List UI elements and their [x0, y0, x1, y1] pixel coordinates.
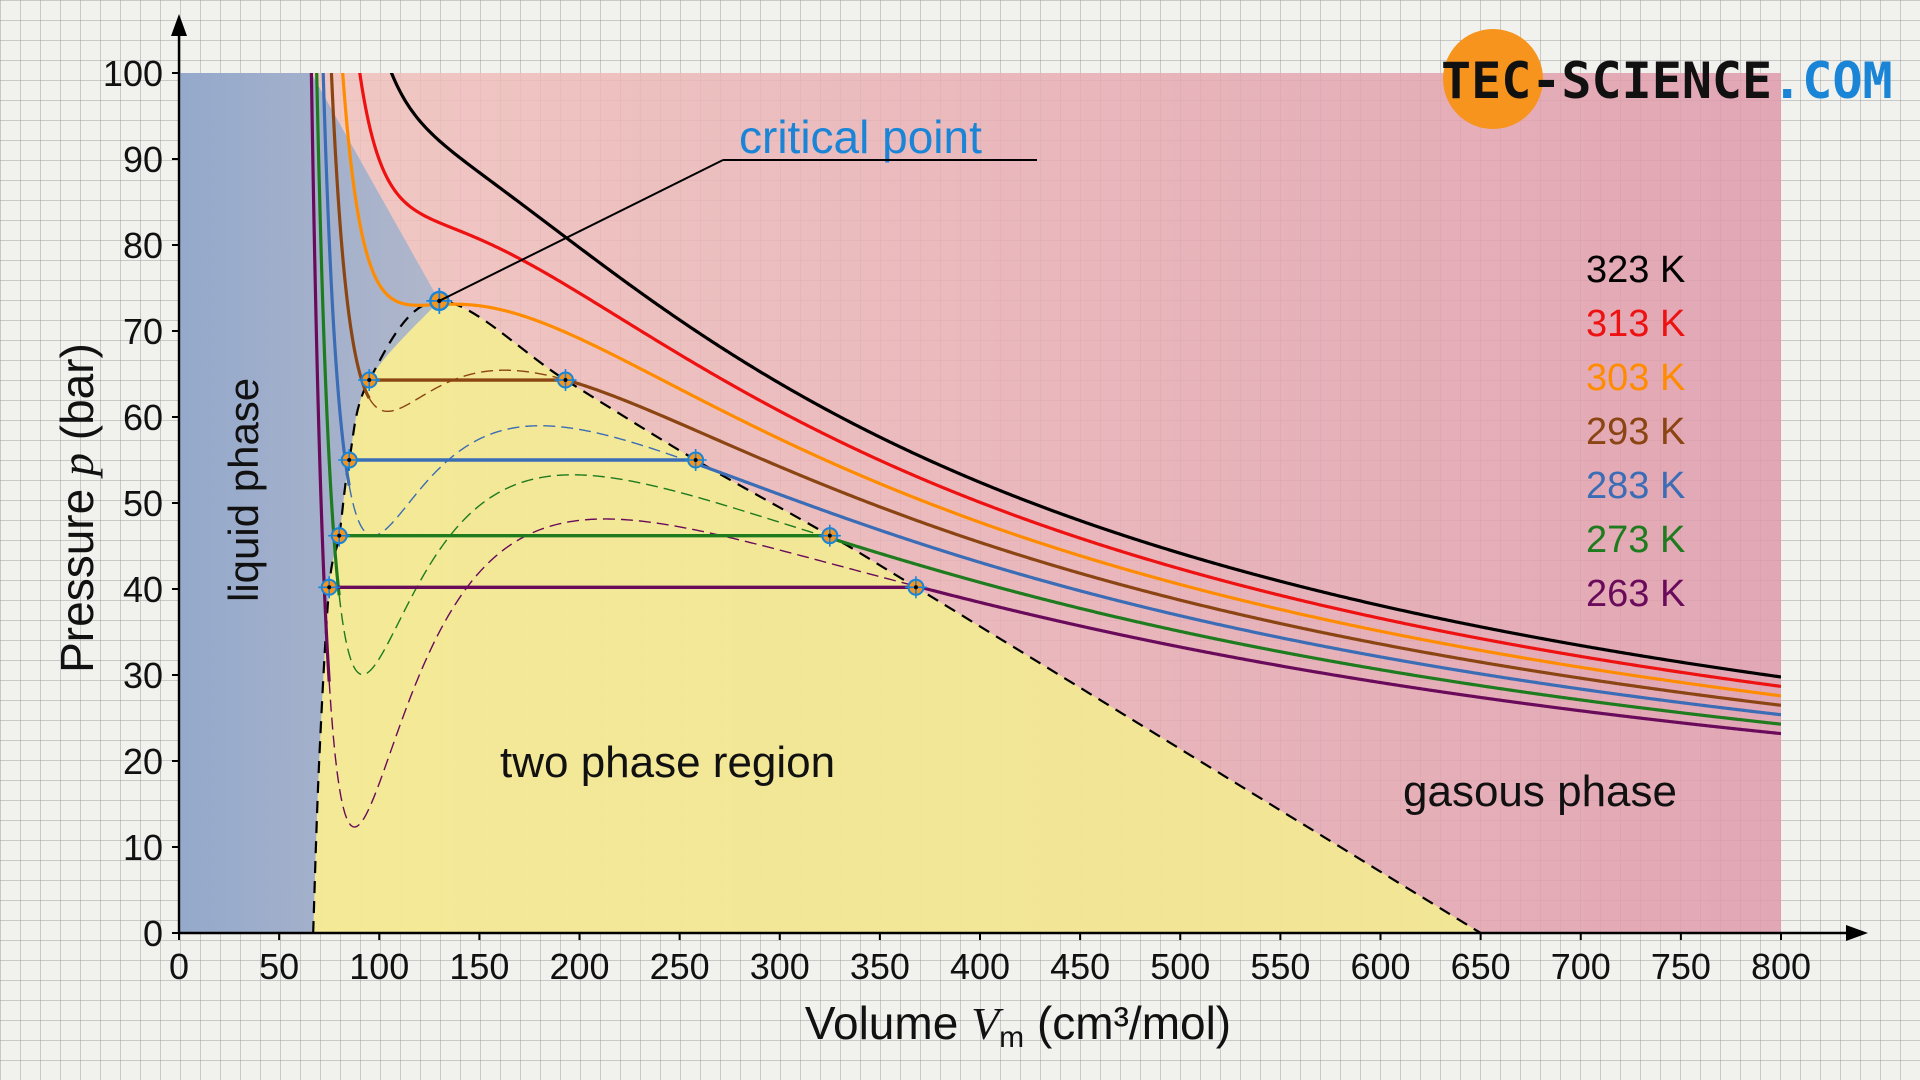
y-tick-label: 30: [123, 655, 163, 696]
isotherm-263-liquid: [309, 73, 331, 682]
y-tick-label: 70: [123, 311, 163, 352]
x-tick-label: 150: [449, 946, 509, 987]
x-tick-label: 800: [1751, 946, 1811, 987]
critical-point-label: critical point: [739, 111, 982, 163]
y-tick-label: 80: [123, 225, 163, 266]
saturation-point-273-vapor: [818, 524, 841, 547]
legend-item-323: 323 K: [1586, 249, 1685, 291]
y-tick-label: 40: [123, 569, 163, 610]
saturation-point-263-vapor: [904, 576, 927, 599]
isotherm-293-gas: [565, 378, 1781, 707]
x-axis-subscript: m: [999, 1021, 1024, 1054]
saturation-point-293-vapor: [554, 369, 577, 392]
saturation-point-263-liquid: [318, 576, 341, 599]
isotherm-273-liquid: [315, 73, 341, 596]
y-axis-label: Pressure p (bar): [51, 343, 103, 673]
isotherm-263-vdw-loop: [328, 518, 917, 828]
x-tick-label: 400: [950, 946, 1010, 987]
y-axis-arrow: [171, 14, 187, 36]
logo-text-part2: SCIENCE: [1561, 52, 1772, 110]
x-tick-label: 550: [1250, 946, 1310, 987]
x-tick-label: 750: [1651, 946, 1711, 987]
isotherm-303: [341, 73, 1781, 698]
x-tick-label: 100: [349, 946, 409, 987]
legend-item-263: 263 K: [1586, 573, 1685, 615]
legend-item-303: 303 K: [1586, 357, 1685, 399]
saturation-point-283-vapor: [684, 449, 707, 471]
logo: TEC-SCIENCE.COM: [1441, 29, 1893, 129]
legend-item-313: 313 K: [1586, 303, 1685, 345]
y-axis-unit: (bar): [51, 343, 103, 453]
x-tick-label: 500: [1150, 946, 1210, 987]
x-axis-unit: (cm³/mol): [1024, 997, 1231, 1049]
liquid-phase-label: liquid phase: [220, 378, 267, 602]
x-tick-label: 0: [169, 946, 189, 987]
x-tick-label: 700: [1551, 946, 1611, 987]
saturation-point-273-liquid: [328, 524, 351, 547]
y-tick-label: 60: [123, 397, 163, 438]
logo-text-part1: TEC-: [1441, 52, 1561, 110]
x-tick-label: 300: [750, 946, 810, 987]
y-tick-label: 20: [123, 741, 163, 782]
legend: 323 K 313 K 303 K 293 K 283 K 273 K 263 K: [1586, 249, 1685, 615]
y-tick-label: 10: [123, 827, 163, 868]
isotherm-263-gas: [915, 584, 1781, 736]
x-axis-symbol: V: [971, 998, 1004, 1049]
liquid-region: [179, 73, 440, 933]
axes: 0 50 100 150 200 250 300 350 400 450 500 550 600 650 7…: [103, 14, 1868, 987]
y-tick-label: 50: [123, 483, 163, 524]
isotherm-283-gas: [695, 462, 1781, 717]
x-tick-label: 650: [1451, 946, 1511, 987]
x-tick-label: 50: [259, 946, 299, 987]
saturation-point-283-liquid: [338, 449, 361, 471]
x-tick-label: 600: [1350, 946, 1410, 987]
x-axis-arrow: [1846, 925, 1868, 941]
y-tick-label: 90: [123, 139, 163, 180]
legend-item-293: 293 K: [1586, 411, 1685, 453]
y-axis-symbol: p: [52, 453, 103, 479]
isotherm-273-vdw-loop: [338, 474, 831, 676]
critical-point-leader: [438, 159, 724, 302]
saturation-point-293-liquid: [358, 369, 381, 392]
logo-text: TEC-SCIENCE.COM: [1441, 52, 1893, 110]
isotherm-283-vdw-loop: [348, 425, 696, 537]
x-tick-label: 350: [850, 946, 910, 987]
isotherm-273-gas: [829, 536, 1781, 726]
logo-text-part3: .COM: [1772, 52, 1892, 110]
x-tick-label: 250: [650, 946, 710, 987]
x-tick-label: 450: [1050, 946, 1110, 987]
y-axis-label-prefix: Pressure: [51, 476, 103, 673]
logo-circle: [1443, 29, 1543, 129]
isotherm-293-vdw-loop: [368, 369, 566, 413]
x-axis-label-prefix: Volume: [805, 997, 971, 1049]
x-tick-label: 200: [549, 946, 609, 987]
legend-item-283: 283 K: [1586, 465, 1685, 507]
legend-item-273: 273 K: [1586, 519, 1685, 561]
y-tick-label: 0: [143, 913, 163, 954]
x-axis-label: Volume Vm (cm³/mol): [805, 997, 1231, 1054]
two-phase-label: two phase region: [500, 738, 835, 787]
y-tick-label: 100: [103, 53, 163, 94]
isotherm-313: [358, 73, 1781, 688]
gas-phase-label: gasous phase: [1403, 767, 1677, 816]
isotherm-323: [389, 73, 1781, 679]
